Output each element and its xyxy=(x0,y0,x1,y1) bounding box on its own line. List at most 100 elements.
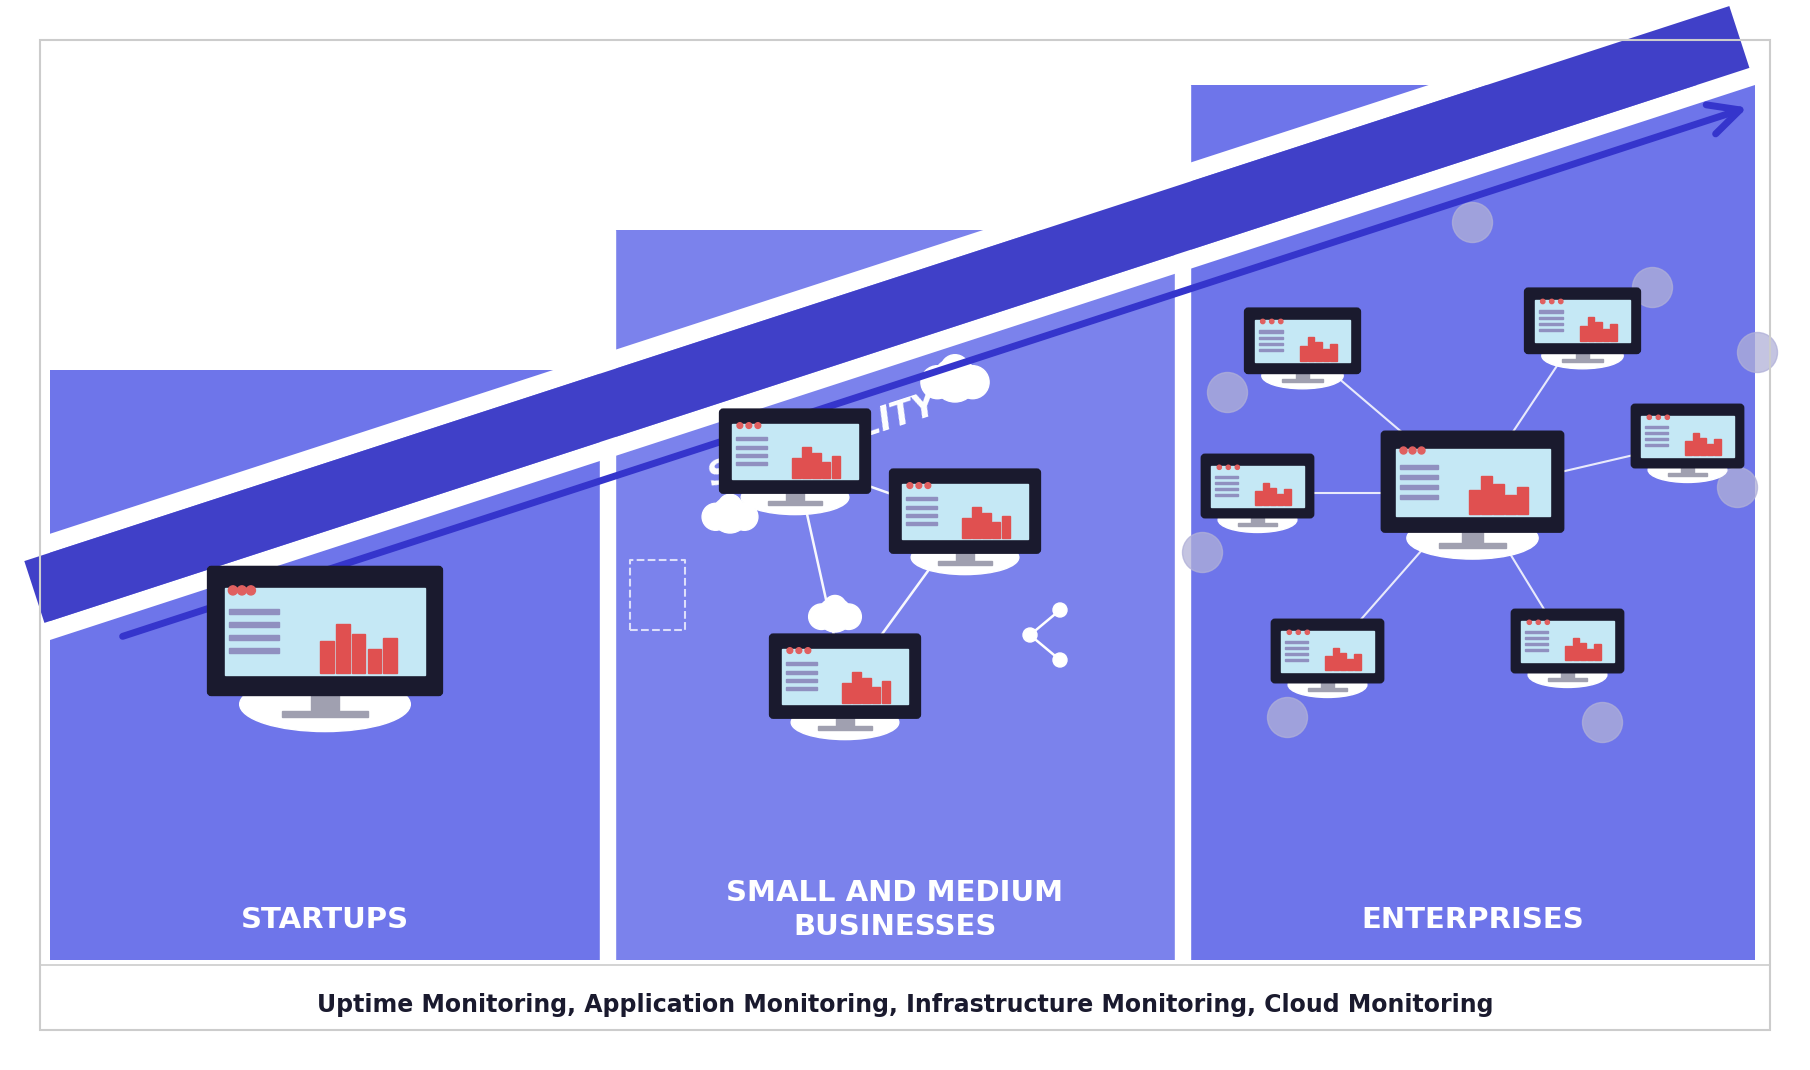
Circle shape xyxy=(1207,372,1247,413)
Circle shape xyxy=(731,503,758,531)
Circle shape xyxy=(836,603,862,629)
Polygon shape xyxy=(45,67,1756,640)
Ellipse shape xyxy=(1649,457,1727,483)
Bar xyxy=(384,638,396,673)
Bar xyxy=(1330,345,1338,361)
Bar xyxy=(1339,653,1347,671)
Bar xyxy=(1538,317,1562,319)
Circle shape xyxy=(921,366,954,399)
Circle shape xyxy=(824,595,845,617)
Bar xyxy=(224,587,425,675)
Bar xyxy=(1263,483,1269,505)
Bar xyxy=(1538,323,1562,325)
Bar xyxy=(972,507,981,538)
Bar xyxy=(1611,324,1616,341)
Bar xyxy=(1258,342,1283,345)
Ellipse shape xyxy=(1406,517,1538,560)
Bar xyxy=(1645,444,1669,446)
Bar xyxy=(1215,494,1238,496)
Bar xyxy=(1506,495,1515,514)
FancyBboxPatch shape xyxy=(1272,620,1383,682)
Bar xyxy=(1251,514,1263,525)
Circle shape xyxy=(1718,468,1758,507)
Bar xyxy=(905,522,938,525)
Bar xyxy=(786,662,818,666)
Circle shape xyxy=(1656,415,1660,419)
Circle shape xyxy=(1287,630,1291,635)
Bar xyxy=(1278,494,1283,505)
Bar xyxy=(1296,370,1309,381)
Bar xyxy=(311,692,338,715)
Bar xyxy=(1526,637,1548,639)
Bar xyxy=(228,623,279,627)
Circle shape xyxy=(809,603,834,629)
Circle shape xyxy=(1399,447,1406,454)
Bar xyxy=(1642,416,1734,457)
Ellipse shape xyxy=(740,480,849,515)
Bar xyxy=(1001,516,1010,538)
Bar xyxy=(1714,440,1721,456)
Bar xyxy=(782,649,909,704)
Bar xyxy=(599,230,615,960)
FancyBboxPatch shape xyxy=(1245,309,1359,372)
Bar xyxy=(1347,659,1354,671)
Bar xyxy=(1175,85,1189,960)
Circle shape xyxy=(1738,333,1777,372)
Circle shape xyxy=(796,647,802,654)
Circle shape xyxy=(1633,268,1672,307)
Bar xyxy=(1566,646,1571,660)
Text: Uptime Monitoring, Application Monitoring, Infrastructure Monitoring, Cloud Moni: Uptime Monitoring, Application Monitorin… xyxy=(317,993,1493,1016)
Text: STARTUPS: STARTUPS xyxy=(241,906,409,934)
Bar xyxy=(1520,621,1615,661)
Polygon shape xyxy=(51,370,599,960)
FancyBboxPatch shape xyxy=(1383,432,1564,532)
Bar xyxy=(1692,432,1700,456)
Ellipse shape xyxy=(1542,342,1624,369)
FancyBboxPatch shape xyxy=(208,567,442,694)
Circle shape xyxy=(1558,300,1562,304)
Bar xyxy=(1587,318,1595,341)
Bar xyxy=(901,484,1028,539)
Circle shape xyxy=(1537,621,1540,625)
Circle shape xyxy=(1269,319,1274,323)
Bar xyxy=(1595,644,1600,660)
Circle shape xyxy=(1023,628,1037,642)
Bar xyxy=(1281,379,1323,382)
Bar xyxy=(1462,529,1482,547)
Circle shape xyxy=(711,496,748,533)
Bar xyxy=(862,678,871,703)
Bar xyxy=(1211,467,1303,506)
Bar xyxy=(983,514,990,538)
Circle shape xyxy=(246,586,255,595)
Circle shape xyxy=(1546,621,1549,625)
Circle shape xyxy=(1296,630,1300,635)
Bar xyxy=(786,671,818,673)
Bar xyxy=(1685,441,1692,456)
Bar xyxy=(1285,647,1309,649)
Circle shape xyxy=(1452,202,1493,243)
Circle shape xyxy=(1549,300,1555,304)
Circle shape xyxy=(1267,698,1307,737)
FancyBboxPatch shape xyxy=(1633,404,1743,468)
Bar xyxy=(1587,649,1593,660)
Circle shape xyxy=(941,354,970,383)
Bar xyxy=(1595,322,1602,341)
Bar xyxy=(1325,656,1332,671)
Bar xyxy=(1399,475,1437,478)
FancyBboxPatch shape xyxy=(1526,289,1640,353)
Bar xyxy=(737,454,767,457)
Circle shape xyxy=(1540,300,1546,304)
Bar xyxy=(337,624,349,673)
Bar xyxy=(1604,330,1609,341)
Ellipse shape xyxy=(1218,507,1298,533)
Bar xyxy=(1258,337,1283,339)
Bar xyxy=(1577,350,1589,361)
Circle shape xyxy=(1260,319,1265,323)
Bar xyxy=(1538,330,1562,332)
Circle shape xyxy=(818,598,853,632)
Bar xyxy=(1307,688,1347,690)
Bar xyxy=(786,678,818,682)
Bar xyxy=(793,458,800,477)
Bar xyxy=(320,642,335,673)
Bar xyxy=(956,550,974,564)
